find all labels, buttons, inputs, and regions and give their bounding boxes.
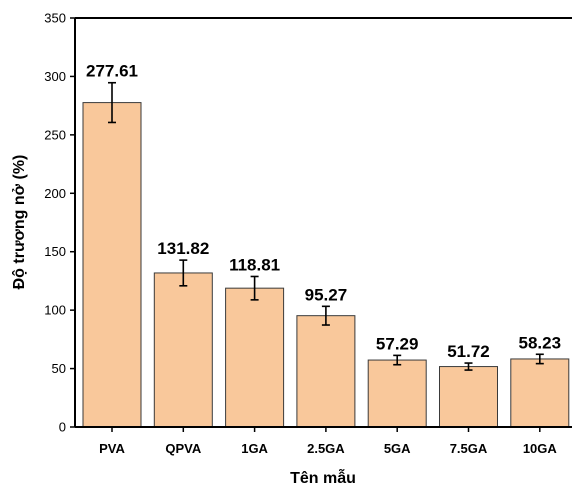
bar-2-5ga (296, 315, 356, 428)
error-bar (535, 353, 544, 365)
y-axis-title: Độ trương nở (%) (11, 155, 28, 290)
bar-1ga (225, 287, 285, 428)
x-tick-label: 1GA (241, 441, 268, 456)
y-tick-label: 0 (59, 420, 66, 435)
data-label: 131.82 (157, 239, 209, 258)
error-bars-group (108, 81, 544, 371)
error-bar (250, 275, 259, 301)
bar-10ga (510, 358, 570, 428)
error-bar (108, 81, 116, 124)
y-tick-label: 50 (52, 361, 66, 376)
data-labels-group: 277.61 131.82 118.81 95.27 57.29 51.72 58.23 (86, 62, 561, 361)
data-label: 58.23 (519, 333, 562, 352)
data-label: 277.61 (86, 62, 138, 81)
y-tick-label: 100 (44, 303, 66, 318)
y-tick-label: 300 (44, 69, 66, 84)
bar-qpva (153, 272, 213, 428)
y-tick-label: 200 (44, 186, 66, 201)
x-axis-title: Tên mẫu (290, 468, 356, 487)
x-tick-label: 7.5GA (450, 441, 488, 456)
x-tick-label: PVA (99, 441, 125, 456)
bar-pva (82, 102, 142, 428)
error-bar (393, 354, 402, 366)
data-label: 95.27 (305, 285, 348, 304)
y-axis-ticks: 0 50 100 150 200 250 300 350 (44, 11, 75, 435)
data-label: 57.29 (376, 334, 419, 353)
y-tick-label: 350 (44, 11, 66, 26)
y-tick-label: 250 (44, 127, 66, 142)
x-tick-label: 5GA (384, 441, 411, 456)
bar-5ga (367, 359, 427, 428)
axes-group (74, 17, 572, 428)
x-tick-label: 2.5GA (307, 441, 345, 456)
error-bar (321, 305, 330, 326)
data-label: 118.81 (229, 255, 280, 274)
x-tick-label: 10GA (523, 441, 558, 456)
bar-7-5ga (439, 366, 498, 428)
y-tick-label: 150 (44, 244, 66, 259)
error-bar (179, 259, 188, 287)
data-label: 51.72 (447, 342, 490, 361)
x-axis-ticks: PVA QPVA 1GA 2.5GA 5GA 7.5GA 10GA (99, 427, 557, 456)
x-tick-label: QPVA (165, 441, 201, 456)
bars-group (82, 102, 570, 428)
error-bar (464, 362, 473, 371)
